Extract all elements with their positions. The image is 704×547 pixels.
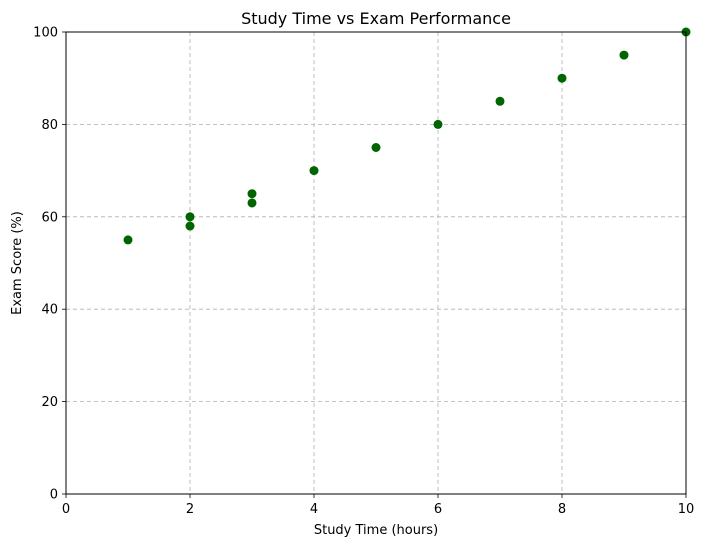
- x-tick-label: 6: [434, 502, 442, 517]
- chart-title: Study Time vs Exam Performance: [241, 9, 511, 28]
- y-tick-label: 20: [41, 395, 58, 410]
- x-tick-label: 8: [558, 502, 566, 517]
- data-point: [123, 235, 133, 245]
- data-point: [371, 143, 381, 152]
- data-point: [557, 73, 567, 83]
- data-point: [309, 166, 319, 176]
- data-point: [619, 50, 629, 60]
- y-tick-label: 100: [33, 26, 58, 41]
- grid: [65, 31, 687, 495]
- y-tick-label: 0: [50, 488, 58, 503]
- y-axis-label: Exam Score (%): [10, 211, 25, 315]
- x-tick-label: 4: [310, 502, 318, 517]
- data-points: [123, 27, 691, 245]
- x-axis-label: Study Time (hours): [314, 523, 438, 538]
- plot-frame: [65, 31, 687, 495]
- x-tick-label: 2: [186, 502, 194, 517]
- data-point: [495, 96, 505, 106]
- data-point: [433, 119, 443, 129]
- y-tick-label: 60: [41, 210, 58, 225]
- data-point: [185, 221, 195, 231]
- data-point: [185, 212, 195, 222]
- data-point: [247, 198, 257, 208]
- y-tick-label: 40: [41, 303, 58, 318]
- x-tick-label: 10: [678, 502, 695, 517]
- data-point: [247, 189, 257, 199]
- y-tick-label: 80: [41, 118, 58, 133]
- x-tick-label: 0: [62, 502, 70, 517]
